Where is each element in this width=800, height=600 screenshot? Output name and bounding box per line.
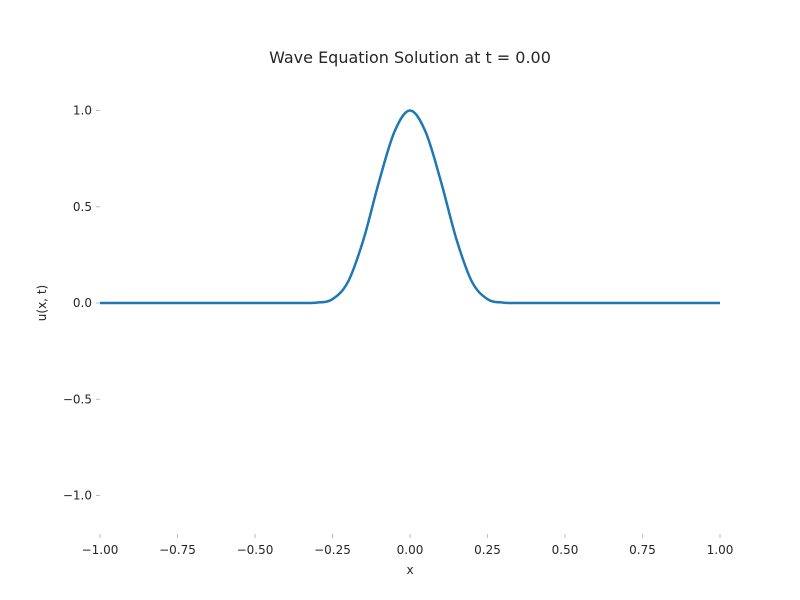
- y-tick-label: −1.0: [63, 489, 92, 503]
- x-axis-label: x: [406, 563, 413, 577]
- x-tick-label: 0.75: [629, 543, 656, 557]
- x-tick-label: 0.50: [552, 543, 579, 557]
- chart-title: Wave Equation Solution at t = 0.00: [269, 48, 551, 67]
- y-tick-label: 1.0: [73, 104, 92, 118]
- y-tick-label: 0.0: [73, 296, 92, 310]
- y-axis-label: u(x, t): [35, 285, 49, 321]
- x-axis: −1.00 −0.75 −0.50 −0.25 0.00 0.25 0.50 0.75 1.00: [82, 534, 734, 557]
- series-layer: [100, 109, 720, 305]
- y-axis: −1.0 −0.5 0.0 0.5 1.0: [63, 104, 100, 503]
- y-tick-label: 0.5: [73, 200, 92, 214]
- x-tick-label: −0.50: [237, 543, 274, 557]
- x-tick-label: −1.00: [82, 543, 119, 557]
- x-tick-label: 1.00: [707, 543, 734, 557]
- x-tick-label: 0.00: [397, 543, 424, 557]
- x-tick-label: 0.25: [474, 543, 501, 557]
- series-line: [100, 109, 720, 305]
- x-tick-label: −0.25: [314, 543, 351, 557]
- x-tick-label: −0.75: [159, 543, 196, 557]
- y-tick-label: −0.5: [63, 392, 92, 406]
